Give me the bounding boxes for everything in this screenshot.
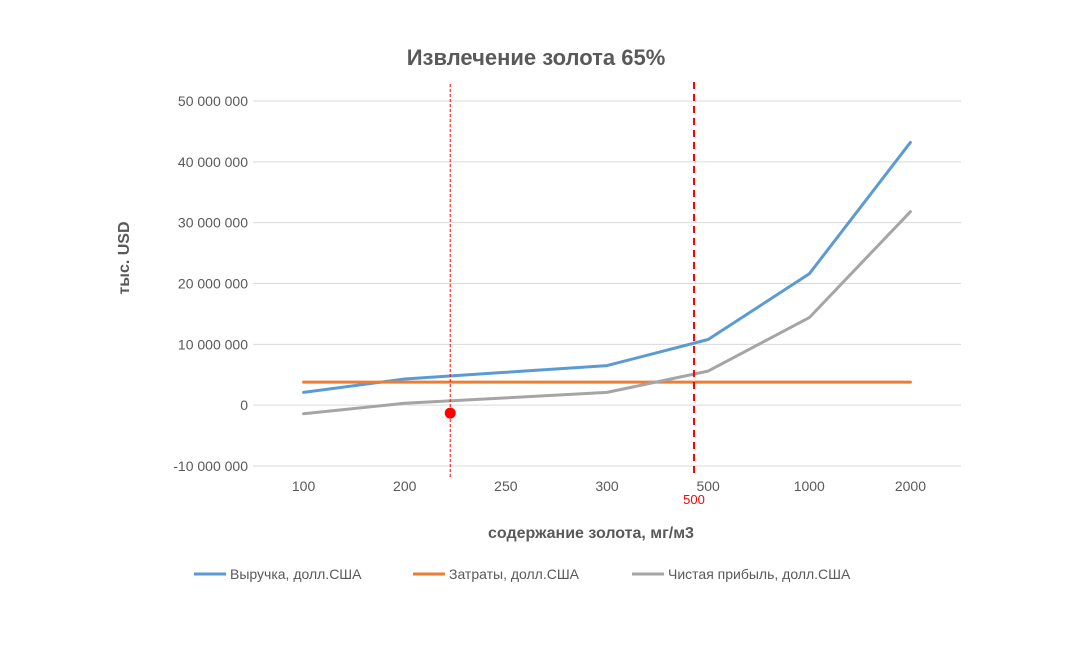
y-tick-label: 30 000 000 — [178, 215, 248, 231]
x-axis-title: содержание золота, мг/м3 — [488, 525, 694, 542]
gridlines — [253, 100, 961, 467]
chart-title: Извлечение золота 65% — [407, 45, 666, 70]
y-tick-label: 0 — [240, 397, 248, 413]
legend-label: Чистая прибыль, долл.США — [668, 566, 851, 582]
legend-label: Затраты, долл.США — [449, 566, 580, 582]
marker-point — [444, 407, 456, 419]
x-tick-label: 1000 — [794, 478, 825, 494]
y-tick-label: 50 000 000 — [178, 93, 248, 109]
series-line — [302, 210, 912, 416]
x-tick-labels: 100 200 250 300 500 1000 2000 — [292, 478, 926, 494]
threshold-label: 500 — [683, 492, 705, 507]
y-tick-labels: -10 000 000 0 10 000 000 20 000 000 30 000 0… — [173, 93, 248, 474]
x-tick-label: 500 — [696, 478, 720, 494]
y-tick-label: -10 000 000 — [173, 458, 248, 474]
x-tick-label: 100 — [292, 478, 316, 494]
x-tick-label: 2000 — [895, 478, 926, 494]
x-tick-label: 200 — [393, 478, 417, 494]
x-tick-label: 250 — [494, 478, 518, 494]
y-tick-label: 10 000 000 — [178, 336, 248, 352]
x-tick-label: 300 — [595, 478, 619, 494]
y-tick-label: 20 000 000 — [178, 276, 248, 292]
legend-label: Выручка, долл.США — [230, 566, 362, 582]
annotations: 500 — [444, 82, 705, 507]
legend: Выручка, долл.США Затраты, долл.США Чистая… — [194, 566, 851, 582]
y-axis-title: тыс. USD — [116, 221, 133, 294]
y-tick-label: 40 000 000 — [178, 154, 248, 170]
series-line — [302, 140, 912, 394]
series-lines — [302, 140, 912, 416]
